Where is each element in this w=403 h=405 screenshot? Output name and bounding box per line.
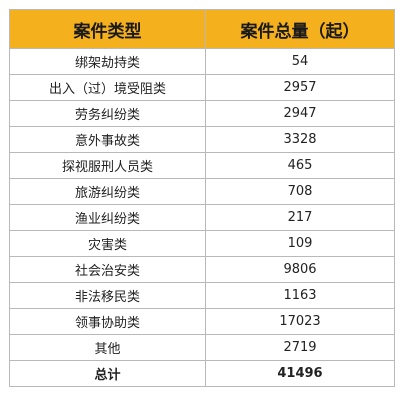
- header-case-count: 案件总量（起）: [205, 9, 395, 49]
- case-count-cell: 1163: [205, 282, 395, 309]
- table-row: 旅游纠纷类 708: [9, 178, 395, 205]
- case-type-cell: 旅游纠纷类: [9, 178, 206, 205]
- case-count-cell: 2947: [205, 100, 395, 127]
- table-body: 绑架劫持类 54 出入（过）境受阻类 2957 劳务纠纷类 2947 意外事故类…: [9, 48, 395, 361]
- case-count-cell: 109: [205, 230, 395, 257]
- total-label: 总计: [9, 360, 206, 387]
- case-type-cell: 领事协助类: [9, 308, 206, 335]
- case-type-cell: 非法移民类: [9, 282, 206, 309]
- case-count-cell: 217: [205, 204, 395, 231]
- case-statistics-table-container: 案件类型 案件总量（起） 绑架劫持类 54 出入（过）境受阻类 2957 劳务纠…: [9, 9, 395, 387]
- table-row: 非法移民类 1163: [9, 282, 395, 309]
- table-row: 探视服刑人员类 465: [9, 152, 395, 179]
- total-count: 41496: [205, 360, 395, 387]
- table-row: 出入（过）境受阻类 2957: [9, 74, 395, 101]
- case-count-cell: 9806: [205, 256, 395, 283]
- case-type-cell: 出入（过）境受阻类: [9, 74, 206, 101]
- table-header: 案件类型 案件总量（起）: [9, 9, 395, 49]
- case-type-cell: 灾害类: [9, 230, 206, 257]
- case-count-cell: 465: [205, 152, 395, 179]
- case-type-cell: 意外事故类: [9, 126, 206, 153]
- table-row: 绑架劫持类 54: [9, 48, 395, 75]
- header-row: 案件类型 案件总量（起）: [9, 9, 395, 49]
- case-count-cell: 708: [205, 178, 395, 205]
- table-row: 领事协助类 17023: [9, 308, 395, 335]
- total-row: 总计 41496: [9, 360, 395, 387]
- table-row: 灾害类 109: [9, 230, 395, 257]
- case-count-cell: 3328: [205, 126, 395, 153]
- table-row: 渔业纠纷类 217: [9, 204, 395, 231]
- table-row: 意外事故类 3328: [9, 126, 395, 153]
- case-type-cell: 绑架劫持类: [9, 48, 206, 75]
- case-type-cell: 渔业纠纷类: [9, 204, 206, 231]
- header-case-type: 案件类型: [9, 9, 206, 49]
- case-count-cell: 17023: [205, 308, 395, 335]
- case-type-cell: 其他: [9, 334, 206, 361]
- case-statistics-table: 案件类型 案件总量（起） 绑架劫持类 54 出入（过）境受阻类 2957 劳务纠…: [9, 9, 395, 387]
- case-count-cell: 2957: [205, 74, 395, 101]
- table-footer: 总计 41496: [9, 360, 395, 387]
- case-type-cell: 社会治安类: [9, 256, 206, 283]
- table-row: 劳务纠纷类 2947: [9, 100, 395, 127]
- case-type-cell: 劳务纠纷类: [9, 100, 206, 127]
- case-count-cell: 2719: [205, 334, 395, 361]
- table-row: 社会治安类 9806: [9, 256, 395, 283]
- case-type-cell: 探视服刑人员类: [9, 152, 206, 179]
- table-row: 其他 2719: [9, 334, 395, 361]
- case-count-cell: 54: [205, 48, 395, 75]
